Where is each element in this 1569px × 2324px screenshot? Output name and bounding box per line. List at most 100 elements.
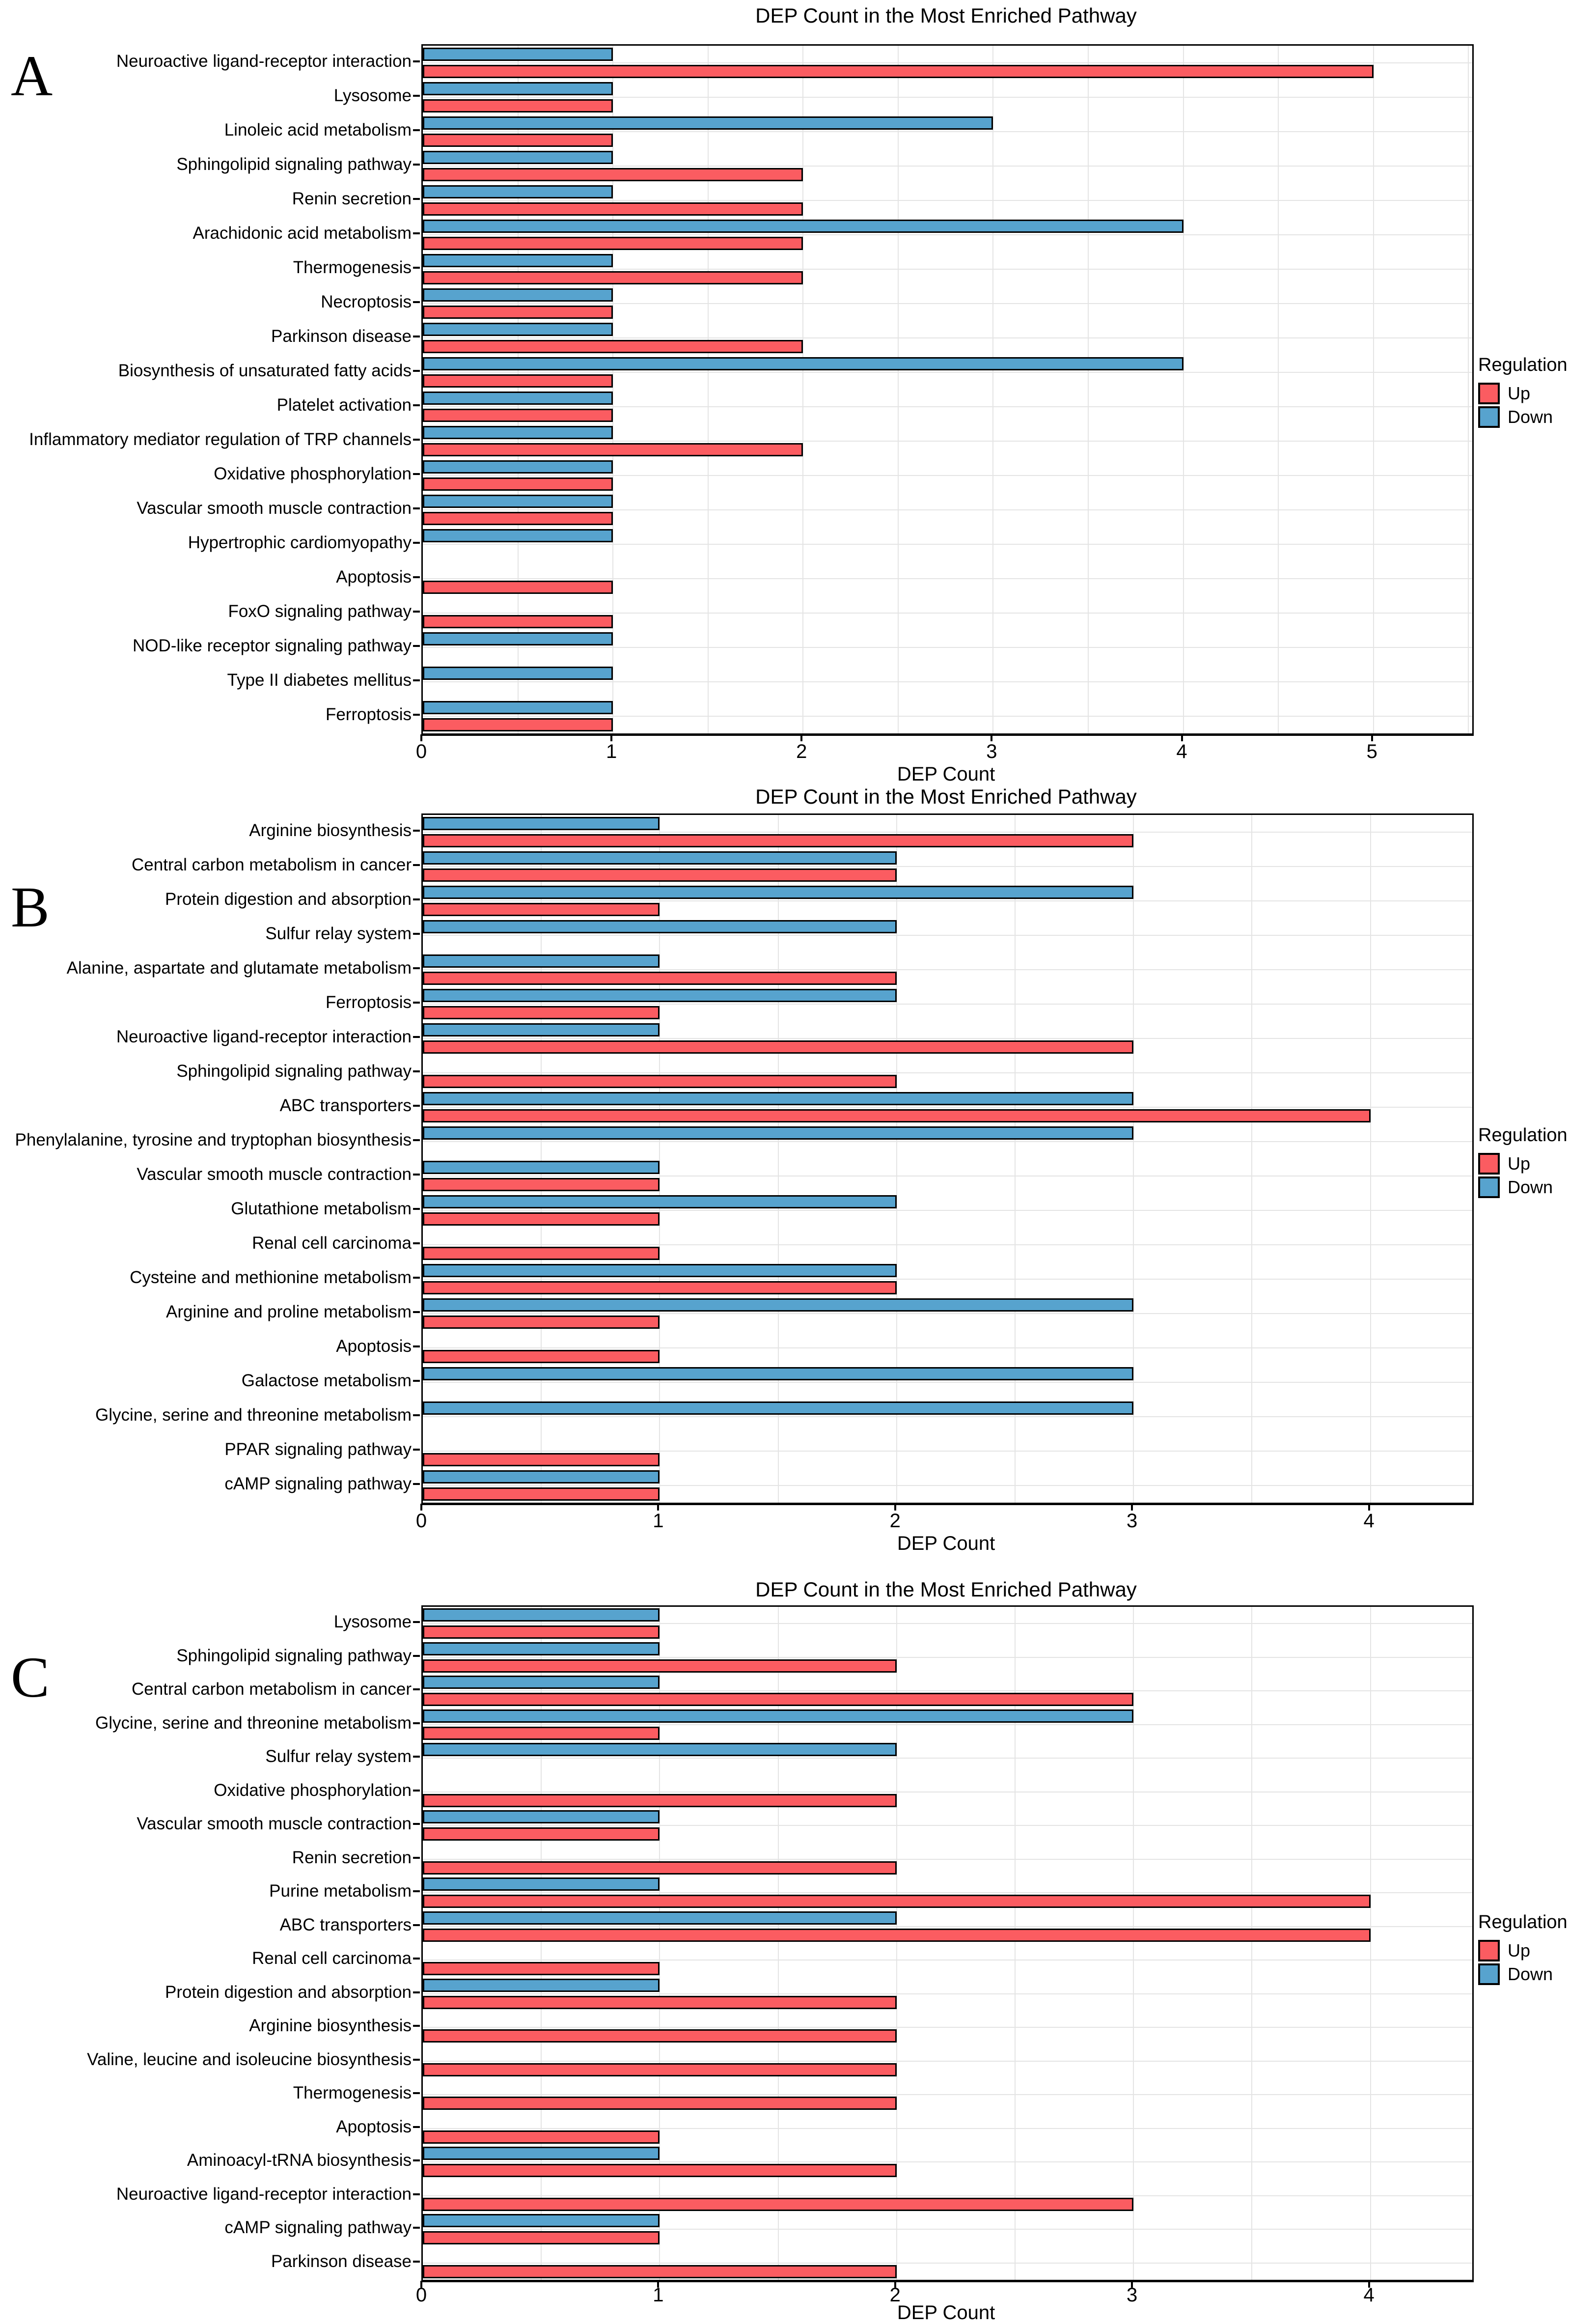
chart-title: DEP Count in the Most Enriched Pathway	[755, 1578, 1137, 1601]
gridline-y	[423, 1690, 1472, 1692]
bar-up	[423, 2265, 897, 2278]
bar-down	[423, 1642, 660, 1655]
gridline-y	[423, 900, 1472, 901]
y-tick-mark	[413, 404, 420, 406]
gridline-x	[612, 46, 614, 733]
bar-up	[423, 1281, 897, 1294]
y-axis-label: Ferroptosis	[325, 705, 412, 724]
x-tick-label: 2	[889, 2284, 901, 2306]
y-tick-mark	[413, 1070, 420, 1072]
bar-up	[423, 2164, 897, 2178]
gridline-y	[423, 1758, 1472, 1759]
y-axis-label: Oxidative phosphorylation	[214, 1780, 412, 1800]
bar-up	[423, 868, 897, 882]
bar-up	[423, 581, 613, 594]
x-tick-label: 4	[1176, 741, 1187, 762]
bar-up	[423, 2130, 660, 2144]
x-axis-title: DEP Count	[897, 2302, 995, 2324]
panel-letter: B	[11, 875, 50, 939]
gridline-x	[707, 46, 709, 733]
gridline-x	[1370, 1607, 1371, 2280]
y-axis-label: Glycine, serine and threonine metabolism	[95, 1713, 412, 1733]
bar-down	[423, 426, 613, 439]
bar-up	[423, 1040, 1134, 1054]
gridline-y	[423, 716, 1472, 717]
bar-down	[423, 1743, 897, 1757]
x-tick-label: 2	[796, 741, 807, 762]
gridline-y	[423, 2161, 1472, 2163]
y-axis-label: ABC transporters	[279, 1915, 412, 1934]
x-tick-label: 2	[889, 1510, 901, 1532]
gridline-y	[423, 1244, 1472, 1245]
gridline-y	[423, 1038, 1472, 1039]
bar-up	[423, 271, 803, 284]
legend: Regulation Up Down	[1478, 1125, 1569, 1200]
gridline-y	[423, 1623, 1472, 1624]
y-axis-label: Neuroactive ligand-receptor interaction	[116, 1027, 412, 1046]
gridline-y	[423, 234, 1472, 235]
y-tick-mark	[413, 439, 420, 441]
gridline-y	[423, 2060, 1472, 2062]
legend-swatch-down	[1478, 1963, 1500, 1985]
y-tick-mark	[413, 1958, 420, 1960]
gridline-y	[423, 544, 1472, 545]
bar-up	[423, 1928, 1371, 1942]
gridline-x	[1373, 46, 1374, 733]
gridline-y	[423, 613, 1472, 614]
x-tick-mark	[1371, 734, 1373, 741]
y-tick-mark	[413, 2260, 420, 2263]
x-tick-mark	[1131, 2281, 1133, 2288]
bar-down	[423, 1911, 897, 1925]
bar-up	[423, 306, 613, 319]
y-tick-mark	[413, 1991, 420, 1993]
bar-up	[423, 1247, 660, 1260]
bar-up	[423, 202, 803, 216]
y-axis-label: Ferroptosis	[325, 993, 412, 1012]
bar-up	[423, 1006, 660, 1019]
bar-up	[423, 99, 613, 112]
y-tick-mark	[413, 1414, 420, 1416]
y-axis-label: Arginine and proline metabolism	[166, 1302, 412, 1321]
legend-label-up: Up	[1508, 383, 1531, 403]
gridline-y	[423, 441, 1472, 442]
gridline-y	[423, 681, 1472, 682]
y-axis-label: Central carbon metabolism in cancer	[132, 1680, 412, 1699]
y-tick-mark	[413, 714, 420, 716]
legend-row-up: Up	[1478, 383, 1569, 404]
bar-up	[423, 1075, 897, 1088]
bar-up	[423, 1726, 660, 1740]
y-tick-mark	[413, 1856, 420, 1859]
bar-down	[423, 288, 613, 302]
y-tick-mark	[413, 898, 420, 900]
y-tick-mark	[413, 60, 420, 62]
bar-down	[423, 2147, 660, 2160]
y-tick-mark	[413, 1242, 420, 1244]
plot-area	[421, 44, 1474, 736]
y-axis-label: Neuroactive ligand-receptor interaction	[116, 52, 412, 71]
bar-up	[423, 512, 613, 525]
y-axis-label: Thermogenesis	[293, 258, 412, 277]
y-tick-mark	[413, 576, 420, 578]
bar-up	[423, 374, 613, 388]
gridline-x	[1133, 1607, 1134, 2280]
bar-down	[423, 701, 613, 714]
y-axis-label: cAMP signaling pathway	[224, 1474, 412, 1493]
gridline-x	[517, 46, 519, 733]
gridline-y	[423, 1656, 1472, 1658]
gridline-y	[423, 1347, 1472, 1348]
chart-title: DEP Count in the Most Enriched Pathway	[755, 4, 1137, 27]
bar-down	[423, 116, 993, 130]
legend-row-down: Down	[1478, 1963, 1569, 1985]
bar-up	[423, 903, 660, 916]
gridline-y	[423, 935, 1472, 936]
y-axis-label: Arachidonic acid metabolism	[193, 224, 412, 243]
y-tick-mark	[413, 1483, 420, 1485]
y-tick-mark	[413, 301, 420, 303]
gridline-y	[423, 372, 1472, 373]
gridline-x	[896, 815, 897, 1503]
y-tick-mark	[413, 1621, 420, 1624]
gridline-x	[1468, 46, 1469, 733]
y-axis-label: Neuroactive ligand-receptor interaction	[116, 2184, 412, 2204]
